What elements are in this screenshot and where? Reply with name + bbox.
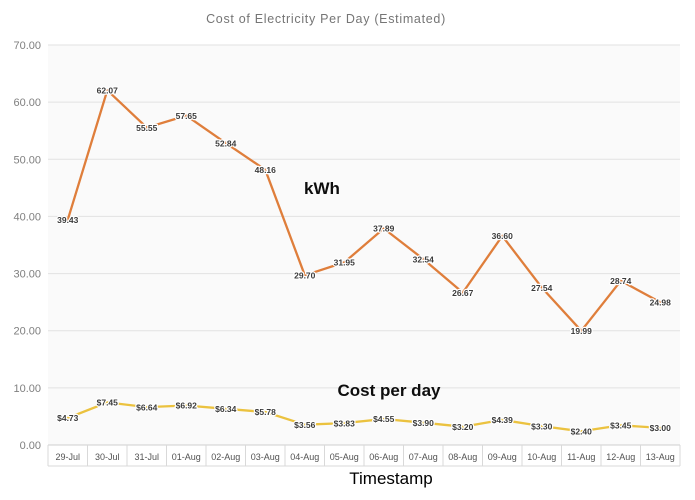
y-axis-tick-label: 0.00 [20,440,41,452]
data-label: $6.34 [215,404,237,414]
x-axis-category-label: 29-Jul [55,452,80,462]
x-axis-category-label: 13-Aug [646,452,675,462]
data-label: $3.56 [294,420,316,430]
data-label: $4.55 [373,414,395,424]
data-label: 37.89 [373,224,395,234]
x-axis-category-label: 10-Aug [527,452,556,462]
data-label: 32.54 [413,254,435,264]
cost-per-day-line [66,401,662,433]
x-axis-category-label: 01-Aug [172,452,201,462]
x-axis-title: Timestamp [349,469,433,488]
data-label: 28.74 [610,276,632,286]
x-axis-category-label: 12-Aug [606,452,635,462]
x-axis-category-label: 11-Aug [567,452,595,462]
data-label: $3.00 [650,423,672,433]
x-axis-category-label: 07-Aug [409,452,438,462]
data-label: 55.55 [136,123,158,133]
data-label: $7.45 [97,398,119,408]
data-label: $4.73 [57,413,79,423]
kwh-line [66,89,662,332]
data-label: $3.45 [610,420,632,430]
data-label: $4.39 [492,415,514,425]
y-axis-tick-label: 70.00 [13,40,41,52]
x-axis-category-label: 30-Jul [95,452,120,462]
data-label: $5.78 [255,407,277,417]
data-label: $3.83 [334,418,356,428]
y-axis-tick-label: 10.00 [13,383,41,395]
x-axis-category-label: 31-Jul [134,452,159,462]
x-axis-category-label: 08-Aug [448,452,477,462]
data-label: 48.16 [255,165,277,175]
chart-title: Cost of Electricity Per Day (Estimated) [206,12,446,26]
x-axis-category-label: 04-Aug [290,452,319,462]
data-label: 52.84 [215,138,237,148]
series-annotation-cost-per-day: Cost per day [337,381,441,400]
series-annotation-kwh: kWh [304,179,340,198]
data-label: 27.54 [531,283,553,293]
data-label: $6.64 [136,402,158,412]
data-label: $6.92 [176,401,198,411]
data-label: 26.67 [452,288,474,298]
y-axis-tick-label: 20.00 [13,326,41,338]
data-label: 36.60 [492,231,514,241]
data-label: 29.70 [294,270,316,280]
data-label: 57.65 [176,111,198,121]
data-label: $3.30 [531,421,553,431]
data-label: 39.43 [57,215,79,225]
x-axis-category-label: 02-Aug [211,452,240,462]
x-axis-category-label: 09-Aug [488,452,517,462]
data-label: $3.90 [413,418,435,428]
data-label: $3.20 [452,422,474,432]
y-axis-tick-label: 50.00 [13,154,41,166]
data-label: $2.40 [571,426,593,436]
x-axis-category-label: 05-Aug [330,452,359,462]
y-axis-tick-label: 30.00 [13,269,41,281]
data-label: 19.99 [571,326,593,336]
data-label: 62.07 [97,86,119,96]
x-axis-category-label: 06-Aug [369,452,398,462]
data-label: 24.98 [650,297,672,307]
y-axis-tick-label: 40.00 [13,211,41,223]
x-axis-category-label: 03-Aug [251,452,280,462]
y-axis-tick-label: 60.00 [13,97,41,109]
data-label: 31.95 [334,258,356,268]
